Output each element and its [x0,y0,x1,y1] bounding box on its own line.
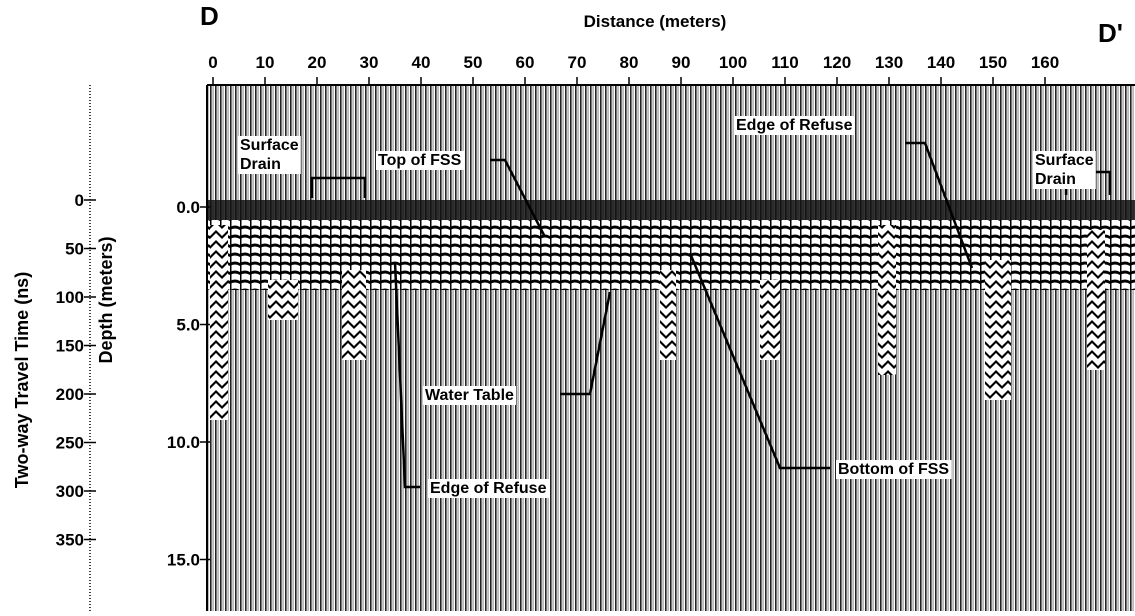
annotation-label: Drain [1035,171,1076,188]
x-tick-label: 20 [308,53,327,72]
annotation-label: Edge of Refuse [430,480,547,497]
time-tick-label: 50 [65,240,84,259]
time-tick-label: 150 [56,337,84,356]
surface-band [207,200,1135,220]
x-tick-label: 30 [360,53,379,72]
annotation-label: Top of FSS [378,152,462,169]
annotation: Top of FSS [376,151,464,170]
annotation: Water Table [423,386,516,405]
x-tick-label: 50 [464,53,483,72]
annotation: Edge of Refuse [734,116,855,135]
annotation: Surface Drain [238,136,301,174]
x-tick-label: 130 [875,53,903,72]
x-tick-label: 0 [208,53,217,72]
annotation-label: Bottom of FSS [838,461,949,478]
annotation-label: Water Table [425,387,514,404]
x-tick-label: 160 [1031,53,1059,72]
x-tick-label: 60 [516,53,535,72]
x-tick-label: 140 [927,53,955,72]
annotation-label: Edge of Refuse [736,117,853,134]
depth-tick-label: 15.0 [167,551,200,570]
time-tick-label: 250 [56,434,84,453]
annotation: Surface Drain [1033,151,1096,189]
time-axis-title: Two-way Travel Time (ns) [12,272,32,488]
annotation-label: Surface [240,137,299,154]
x-tick-label: 10 [256,53,275,72]
depth-tick-label: 5.0 [176,316,200,335]
time-tick-label: 100 [56,288,84,307]
x-tick-label: 100 [719,53,747,72]
section-end-label: D' [1098,18,1123,48]
annotation: Edge of Refuse [428,479,549,498]
x-tick-label: 80 [620,53,639,72]
depth-tick-label: 10.0 [167,433,200,452]
time-tick-label: 200 [56,385,84,404]
time-tick-label: 350 [56,531,84,550]
x-tick-label: 70 [568,53,587,72]
annotation: Bottom of FSS [836,460,951,479]
x-tick-label: 40 [412,53,431,72]
depth-tick-label: 0.0 [176,198,200,217]
x-tick-label: 90 [672,53,691,72]
x-axis-title: Distance (meters) [584,12,727,31]
x-tick-label: 110 [771,53,798,72]
annotation-label: Drain [240,156,281,173]
section-start-label: D [200,1,219,31]
annotation-label: Surface [1035,152,1094,169]
time-tick-label: 300 [56,482,84,501]
x-tick-label: 120 [823,53,851,72]
time-tick-label: 0 [75,191,84,210]
x-tick-label: 150 [979,53,1007,72]
radargram-figure: D D' Distance (meters) Two-way Travel Ti… [0,0,1135,611]
depth-axis-title: Depth (meters) [96,236,116,363]
